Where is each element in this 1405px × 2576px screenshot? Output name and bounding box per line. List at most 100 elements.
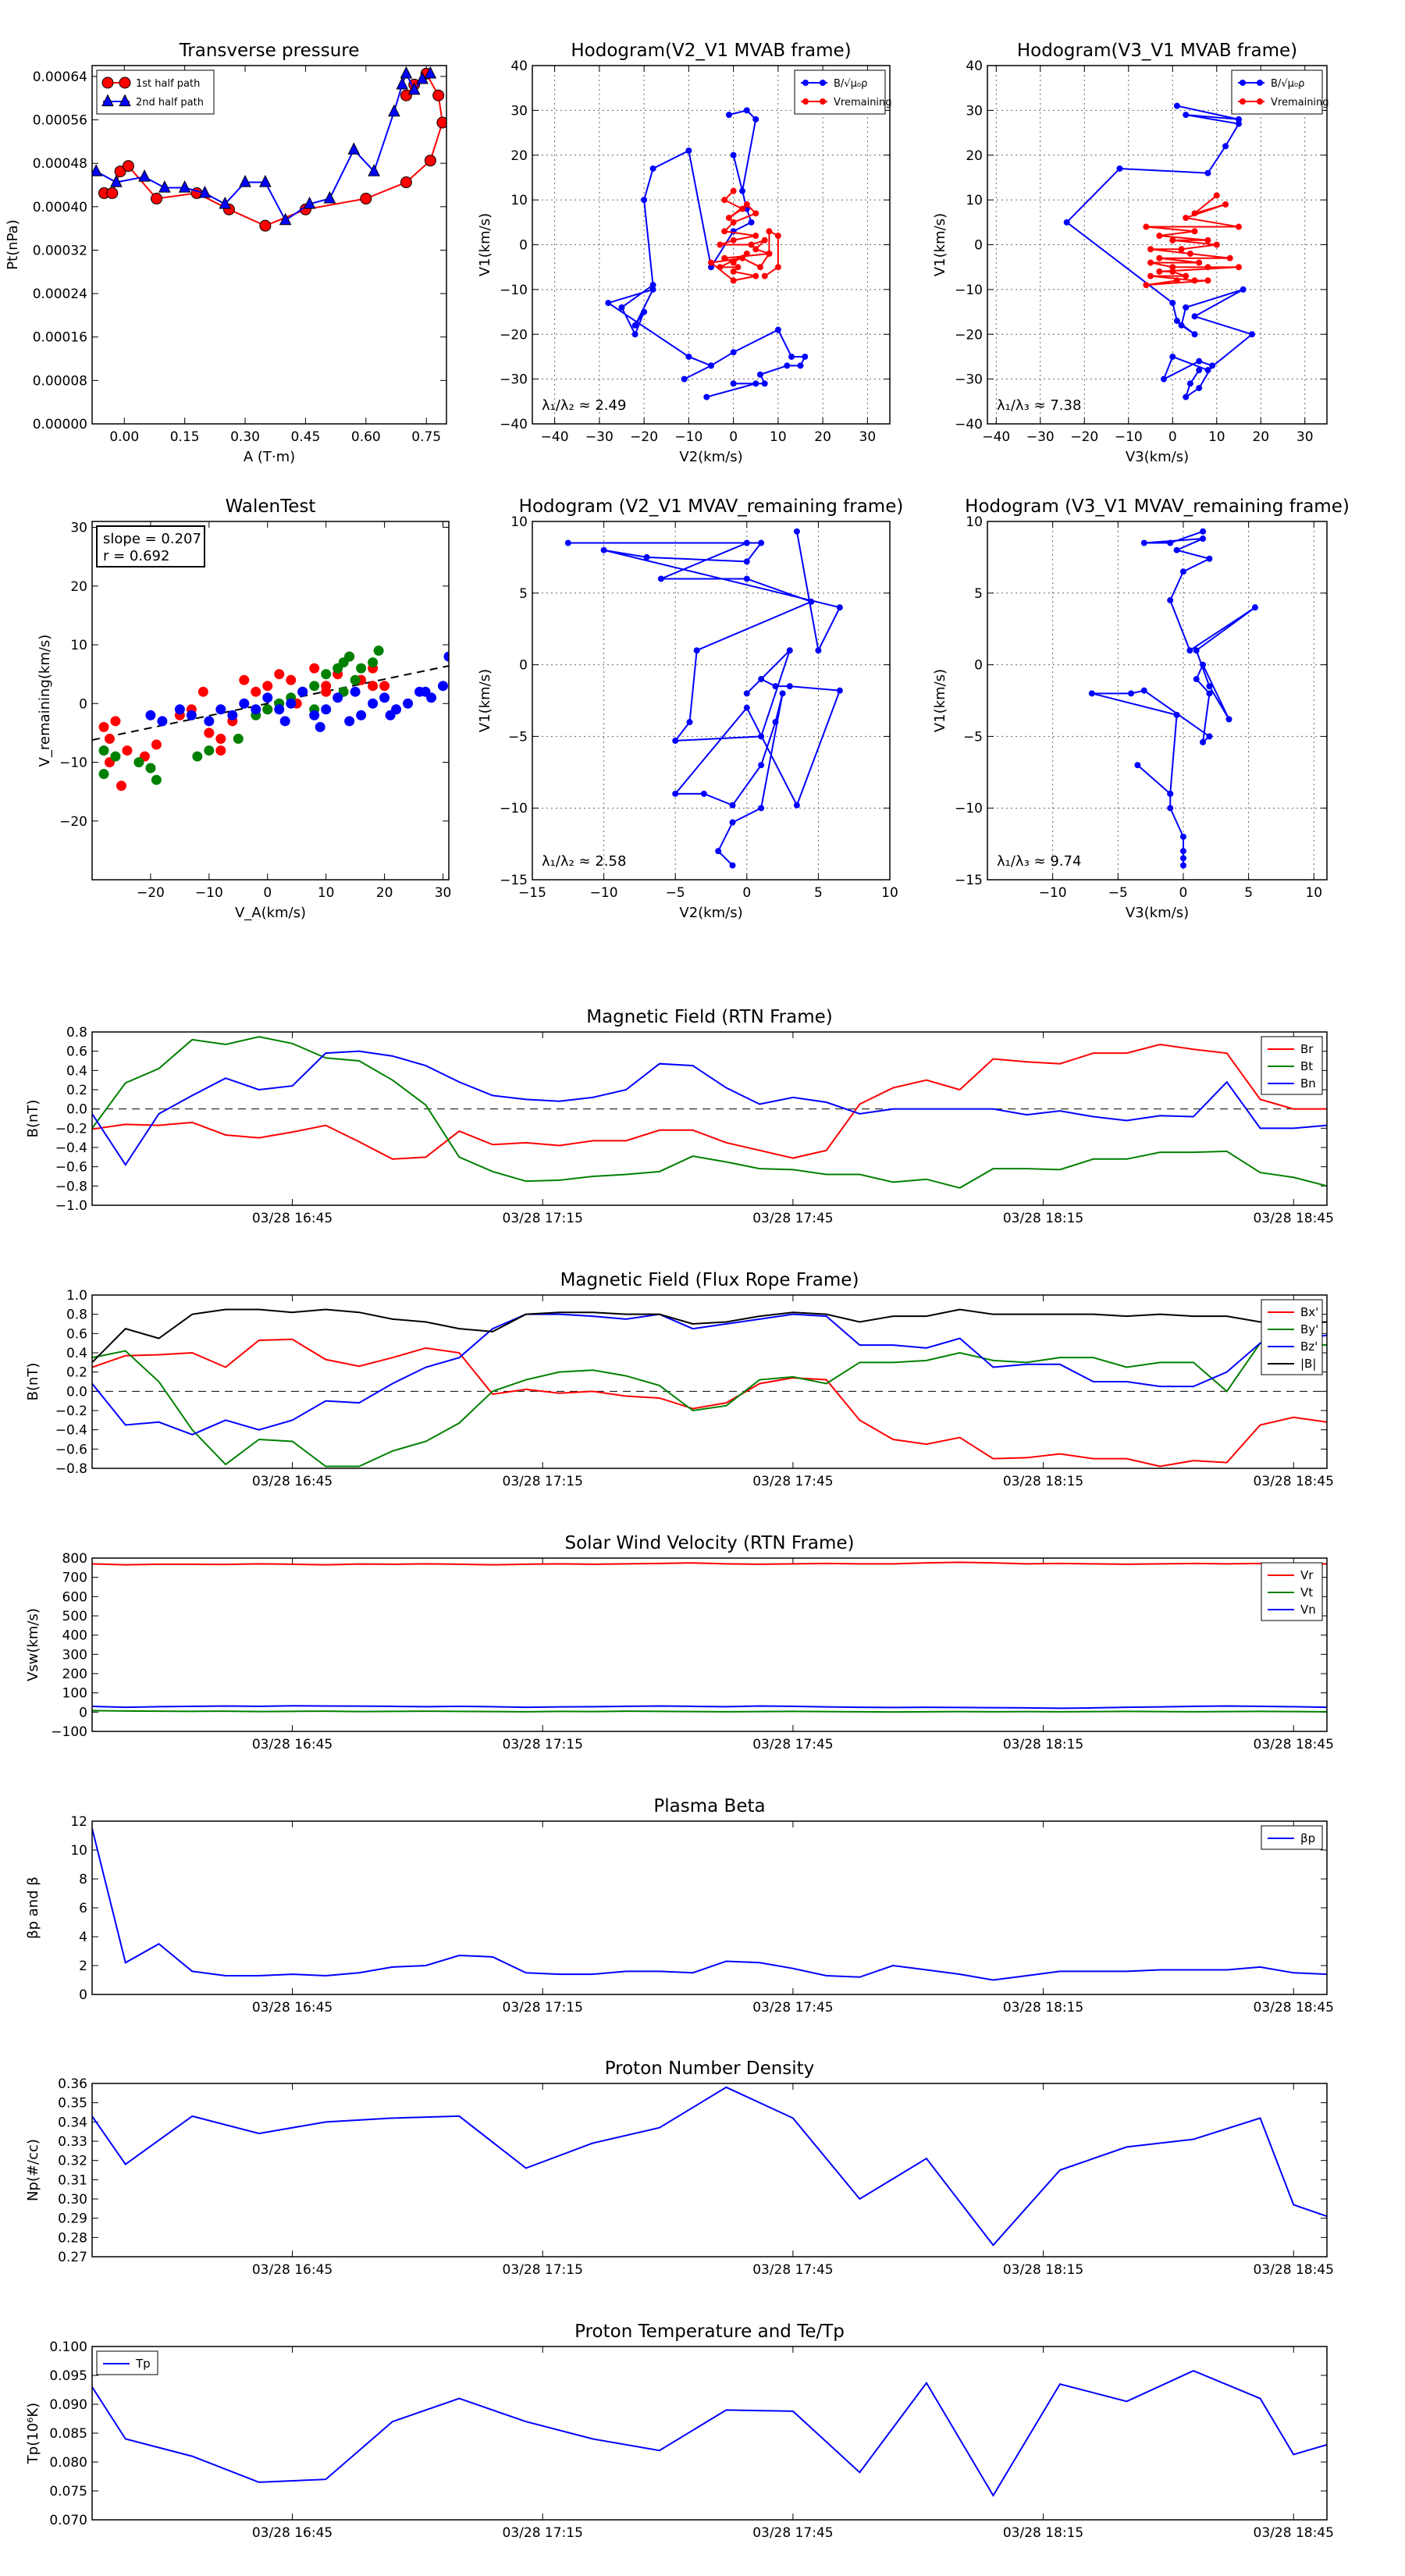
data-point — [1167, 539, 1174, 546]
data-point — [321, 669, 332, 680]
legend-marker — [119, 94, 131, 107]
y-tick-label: 20 — [70, 579, 87, 595]
y-tick-label: −40 — [955, 417, 983, 432]
data-point — [1169, 353, 1176, 360]
data-point — [752, 272, 759, 279]
data-point — [138, 169, 151, 182]
legend-marker — [101, 76, 114, 89]
x-tick-label: 03/28 17:45 — [752, 2000, 833, 2016]
y-tick-label: 100 — [62, 1686, 87, 1702]
plot-h1: Hodogram(V2_V1 MVAB frame) −40 −30 −20 −10 0 1… — [477, 41, 892, 465]
x-tick-label: 03/28 16:45 — [252, 1474, 333, 1489]
data-point — [564, 539, 571, 546]
data-point — [730, 187, 737, 194]
y-tick-label: 700 — [62, 1571, 87, 1586]
y-tick-label: 0.32 — [58, 2154, 87, 2169]
data-point — [303, 196, 316, 209]
plot-data-h4 — [1088, 528, 1258, 869]
x-tick-label: 03/28 18:45 — [1254, 2262, 1334, 2278]
data-point — [752, 233, 759, 240]
data-point — [1236, 223, 1243, 230]
data-point — [1209, 362, 1216, 369]
legend-entry: Vremaining — [1271, 97, 1329, 109]
plot-title-mfrtn: Magnetic Field (RTN Frame) — [586, 1007, 833, 1027]
data-point — [259, 219, 272, 232]
plot-h2: Hodogram(V3_V1 MVAB frame) −40 −30 −20 −10 0 1… — [932, 41, 1329, 465]
y-tick-label: −0.8 — [55, 1461, 87, 1477]
data-point — [350, 686, 361, 697]
y-axis-label: B(nT) — [25, 1363, 41, 1401]
legend-marker — [820, 98, 826, 105]
data-point — [350, 674, 361, 685]
plot-border — [91, 1294, 1328, 1469]
x-tick-label: 03/28 16:45 — [252, 2525, 333, 2541]
y-tick-label: 30 — [70, 521, 87, 536]
y-tick-label: 0.27 — [58, 2250, 87, 2265]
data-point — [836, 687, 843, 694]
y-tick-label: 2 — [79, 1959, 87, 1974]
data-point — [116, 781, 126, 792]
x-axis-label: V2(km/s) — [679, 905, 742, 921]
data-point — [356, 710, 367, 720]
data-point — [1206, 733, 1213, 740]
data-point — [262, 692, 273, 703]
x-tick-label: 03/28 17:45 — [752, 1737, 833, 1752]
y-tick-label: 5 — [519, 586, 528, 602]
x-tick-label: 03/28 17:15 — [503, 1211, 583, 1226]
y-tick-label: 0.100 — [49, 2339, 87, 2355]
data-point — [286, 674, 297, 685]
data-point — [1183, 215, 1190, 222]
data-point — [396, 76, 409, 90]
data-point — [259, 175, 272, 187]
x-axis-label: V_A(km/s) — [235, 905, 306, 921]
y-tick-label: 0.00016 — [33, 330, 87, 346]
y-tick-label: −10 — [59, 756, 87, 771]
data-point — [743, 201, 750, 208]
plot-data-mffr — [92, 1308, 1327, 1468]
plot-tpt: Proton Temperature and Te/Tp 03/28 16:45 0… — [25, 2322, 1334, 2541]
data-point — [657, 575, 664, 582]
data-point — [1156, 268, 1163, 275]
x-tick-label: 03/28 17:45 — [752, 2525, 833, 2541]
x-tick-label: −20 — [630, 429, 658, 445]
data-point — [772, 683, 779, 690]
x-axis-label: V2(km/s) — [679, 449, 742, 465]
y-tick-label: 4 — [79, 1930, 87, 1945]
plot-data-tpt — [92, 2369, 1327, 2497]
data-point — [204, 745, 215, 756]
y-tick-label: 0.29 — [58, 2211, 87, 2227]
legend — [96, 69, 215, 115]
plot-border — [91, 521, 450, 881]
x-tick-label: 5 — [1244, 885, 1253, 901]
data-point — [631, 322, 638, 329]
data-point — [1236, 120, 1243, 127]
data-point — [1173, 546, 1180, 553]
plot-data-h2 — [1063, 102, 1255, 400]
data-point — [239, 175, 251, 187]
x-axis-label: A (T·m) — [244, 449, 295, 465]
data-point — [262, 704, 273, 715]
data-point — [681, 375, 688, 382]
data-point — [605, 300, 612, 307]
y-tick-label: 0.095 — [49, 2368, 87, 2384]
data-point — [788, 353, 795, 360]
data-point — [1173, 318, 1180, 325]
x-tick-label: −10 — [1039, 885, 1067, 901]
data-point — [420, 686, 431, 697]
data-point — [761, 237, 768, 244]
y-tick-label: 20 — [510, 148, 528, 164]
plot-wt: WalenTest −20 −10 0 10 20 30 −20 −10 0 10 20 30 V_A(k… — [37, 496, 451, 921]
data-point — [743, 107, 750, 114]
data-point — [743, 575, 750, 582]
data-point — [1191, 313, 1198, 320]
data-point — [239, 674, 250, 685]
data-point — [730, 349, 737, 356]
series-line-1 — [92, 1044, 1327, 1160]
y-tick-label: −0.4 — [55, 1423, 87, 1439]
data-point — [761, 380, 768, 387]
data-point — [772, 719, 779, 726]
data-point — [400, 66, 413, 79]
y-tick-label: 0.2 — [66, 1365, 87, 1381]
data-point — [1167, 790, 1174, 797]
series-line-3 — [92, 1050, 1327, 1167]
